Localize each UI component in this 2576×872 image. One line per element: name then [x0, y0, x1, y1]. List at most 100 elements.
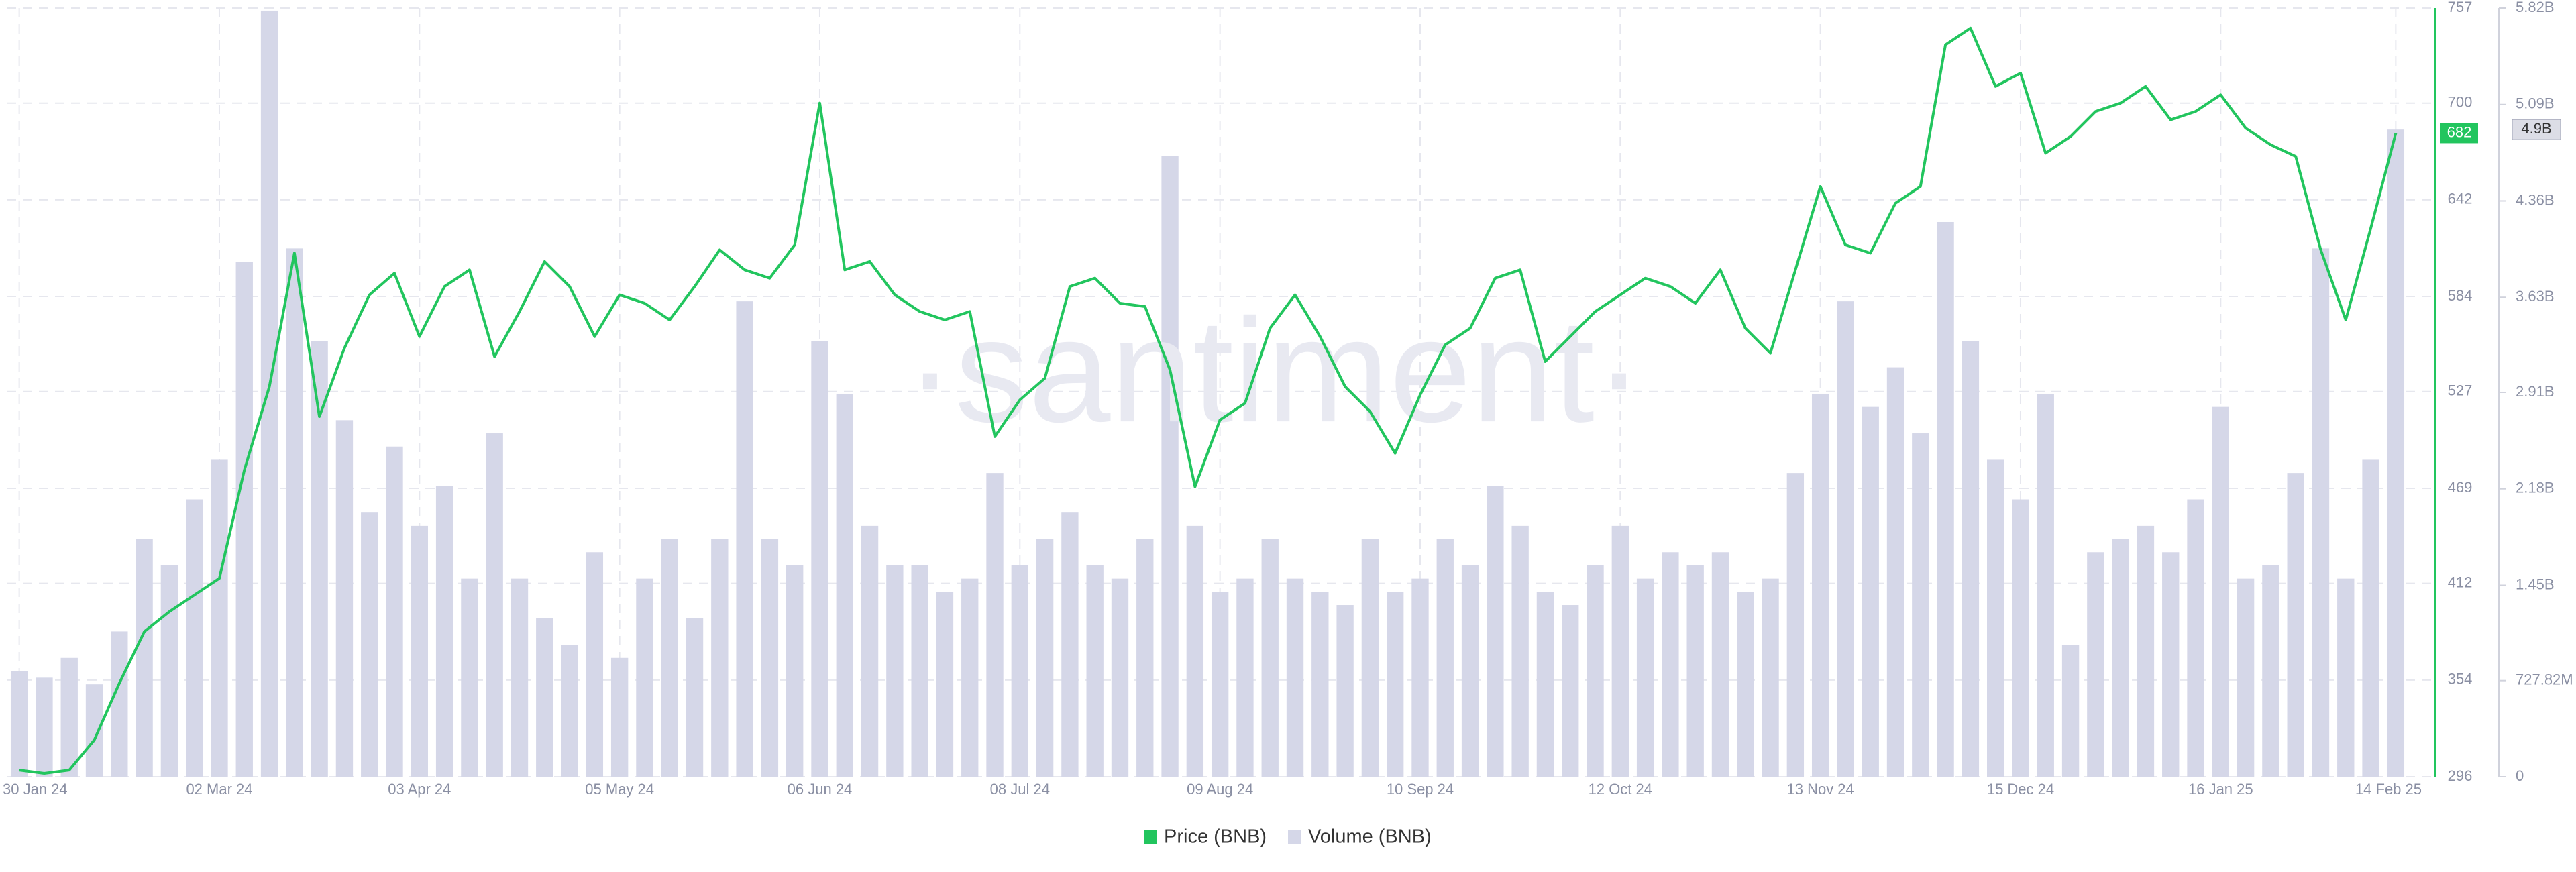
legend-swatch[interactable]	[1288, 830, 1301, 844]
volume-bar	[111, 631, 128, 777]
y-tick-label: 757	[2448, 0, 2473, 15]
volume-bar	[636, 578, 653, 777]
volume-bar	[2237, 578, 2255, 777]
volume-bar	[36, 677, 53, 777]
volume-bar	[1161, 156, 1179, 777]
volume-bar	[1536, 592, 1554, 777]
volume-bar	[610, 657, 629, 777]
volume-bar	[2212, 406, 2229, 777]
volume-bar	[1711, 552, 1729, 777]
volume-bar	[10, 671, 28, 777]
x-tick-label: 06 Jun 24	[788, 781, 853, 798]
volume-bar	[1236, 578, 1254, 777]
volume-bar	[235, 262, 253, 777]
volume-bar	[961, 578, 979, 777]
volume-bar	[1737, 592, 1754, 777]
x-tick-label: 12 Oct 24	[1589, 781, 1652, 798]
volume-bar	[511, 578, 529, 777]
volume-bar	[1886, 367, 1904, 777]
volume-bar	[311, 341, 328, 777]
volume-bar	[260, 10, 278, 777]
volume-bar	[2262, 565, 2279, 777]
volume-bar	[486, 433, 503, 777]
y2-tick-label: 5.09B	[2516, 95, 2555, 112]
watermark: ·santiment·	[906, 288, 1644, 453]
volume-bar	[1662, 552, 1679, 777]
volume-bar	[286, 248, 303, 777]
x-tick-label: 08 Jul 24	[990, 781, 1050, 798]
volume-bar	[711, 539, 729, 777]
y-tick-label: 469	[2448, 479, 2473, 496]
y-tick-label: 584	[2448, 287, 2473, 304]
volume-bar	[536, 618, 553, 777]
volume-bar	[661, 539, 678, 777]
volume-bar	[1562, 605, 1579, 777]
volume-bar	[2337, 578, 2355, 777]
volume-bar	[936, 592, 954, 777]
x-tick-label: 13 Nov 24	[1786, 781, 1854, 798]
price-badge-label: 682	[2447, 123, 2472, 140]
y2-tick-label: 5.82B	[2516, 0, 2555, 15]
legend-swatch[interactable]	[1144, 830, 1157, 844]
y2-tick-label: 2.91B	[2516, 383, 2555, 400]
volume-bar	[1136, 539, 1154, 777]
volume-bar	[586, 552, 604, 777]
y-tick-label: 296	[2448, 767, 2473, 784]
volume-bar	[435, 486, 453, 777]
volume-badge-label: 4.9B	[2521, 120, 2551, 137]
volume-bar	[2061, 645, 2080, 777]
volume-bar	[411, 525, 428, 777]
volume-bar	[1361, 539, 1379, 777]
volume-bar	[1411, 578, 1429, 777]
volume-bar	[160, 565, 178, 777]
y2-tick-label: 1.45B	[2516, 576, 2555, 592]
x-tick-label: 02 Mar 24	[186, 781, 252, 798]
volume-bar	[1762, 578, 1779, 777]
volume-bar	[2387, 129, 2405, 777]
y-tick-label: 354	[2448, 671, 2473, 688]
volume-bar	[1261, 539, 1279, 777]
y-tick-label: 527	[2448, 382, 2473, 399]
y-tick-label: 412	[2448, 574, 2473, 590]
volume-bar	[1686, 565, 1704, 777]
volume-bar	[2187, 499, 2204, 777]
y2-tick-label: 2.18B	[2516, 480, 2555, 496]
legend-label[interactable]: Price (BNB)	[1164, 826, 1267, 848]
volume-bar	[2112, 539, 2129, 777]
x-tick-label: 09 Aug 24	[1187, 781, 1253, 798]
volume-bar	[2137, 525, 2155, 777]
volume-bar	[1487, 486, 1504, 777]
volume-bar	[836, 393, 853, 777]
price-badge	[2440, 123, 2478, 144]
legend-label[interactable]: Volume (BNB)	[1308, 826, 1432, 848]
volume-bar	[1286, 578, 1304, 777]
x-tick-label: 30 Jan 24	[3, 781, 68, 798]
volume-bar	[211, 459, 228, 777]
volume-bar	[786, 565, 804, 777]
volume-badge	[2512, 119, 2561, 140]
volume-bar	[861, 525, 879, 777]
volume-bar	[1636, 578, 1654, 777]
volume-bar	[1987, 459, 2004, 777]
x-tick-label: 05 May 24	[585, 781, 654, 798]
volume-bar	[1587, 565, 1604, 777]
volume-bar	[1011, 565, 1028, 777]
volume-bar	[1036, 539, 1054, 777]
volume-bar	[1937, 221, 1954, 777]
volume-bar	[1086, 565, 1104, 777]
volume-bar	[761, 539, 779, 777]
volume-bar	[1211, 592, 1229, 777]
volume-bar	[1461, 565, 1479, 777]
volume-bar	[1611, 525, 1629, 777]
volume-bar	[1912, 433, 1929, 777]
volume-bar	[1311, 592, 1329, 777]
volume-bar	[1786, 473, 1805, 777]
volume-bar	[85, 684, 103, 777]
volume-bar	[335, 420, 354, 777]
volume-bar	[186, 499, 203, 777]
volume-bar	[1811, 393, 1829, 777]
volume-bar	[2162, 552, 2180, 777]
y2-tick-label: 727.82M	[2516, 671, 2573, 688]
